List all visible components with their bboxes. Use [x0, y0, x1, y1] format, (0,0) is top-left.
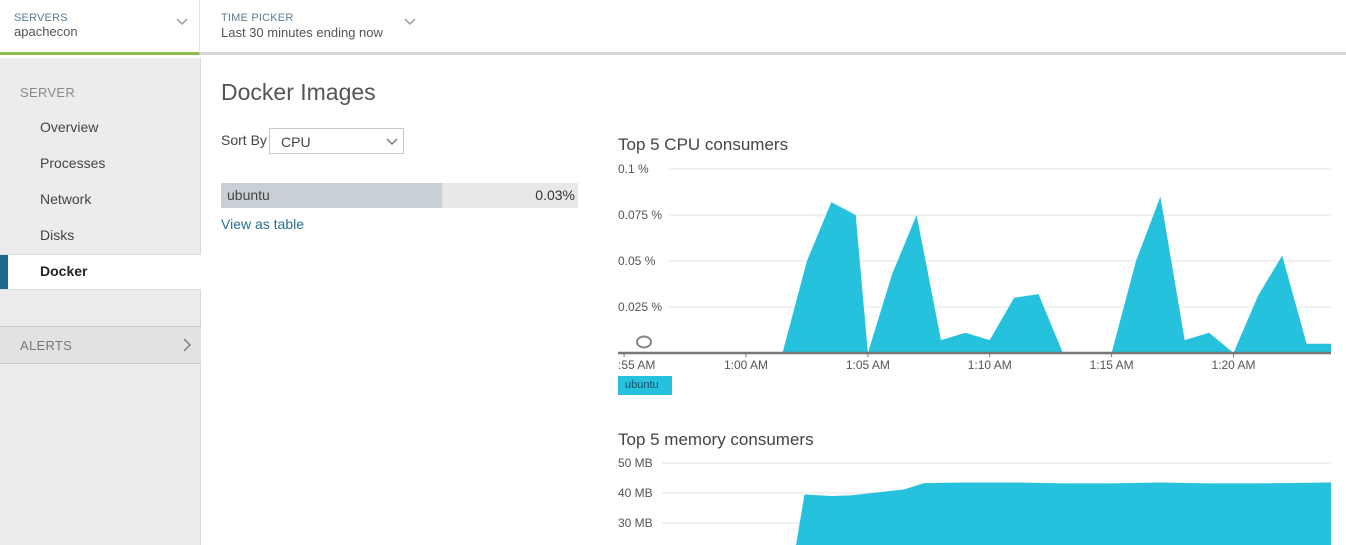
y-tick-label: 50 MB	[618, 456, 653, 470]
chevron-down-icon	[386, 138, 398, 145]
sort-by-label: Sort By	[221, 132, 267, 148]
y-tick-label: 0.1 %	[618, 162, 649, 176]
view-as-table-link[interactable]: View as table	[221, 216, 305, 232]
legend-item-ubuntu[interactable]: ubuntu	[618, 376, 672, 395]
cpu-chart: 0.1 % 0.075 % 0.05 % 0.025 % :55 AM 1:00 AM 1:…	[618, 162, 1331, 372]
x-tick-label: 1:00 AM	[724, 358, 768, 372]
chevron-right-icon	[183, 338, 191, 352]
sidebar-item-processes[interactable]: Processes	[40, 155, 106, 171]
top-bar: SERVERS apachecon TIME PICKER Last 30 mi…	[0, 0, 1346, 55]
image-usage-value: 0.03%	[535, 187, 575, 203]
time-picker[interactable]: TIME PICKER Last 30 minutes ending now	[201, 0, 461, 52]
image-name: ubuntu	[227, 187, 270, 203]
y-tick-label: 0.05 %	[618, 254, 656, 268]
chevron-down-icon	[404, 18, 416, 25]
x-tick-label: 1:20 AM	[1211, 358, 1255, 372]
servers-value: apachecon	[14, 24, 78, 39]
x-tick-label: 1:05 AM	[846, 358, 890, 372]
active-indicator	[0, 255, 8, 289]
sort-by-value: CPU	[281, 134, 311, 150]
time-picker-label: TIME PICKER	[221, 12, 294, 24]
page-title: Docker Images	[221, 79, 376, 105]
sidebar-item-disks[interactable]: Disks	[40, 227, 75, 243]
annotation-marker-icon	[636, 335, 652, 349]
memory-chart: 50 MB 40 MB 30 MB	[618, 456, 1331, 545]
x-tick-label: :55 AM	[618, 358, 655, 372]
time-picker-value: Last 30 minutes ending now	[221, 25, 383, 40]
y-tick-label: 0.025 %	[618, 300, 662, 314]
sort-by-select[interactable]: CPU	[269, 128, 404, 154]
sidebar-item-overview[interactable]: Overview	[40, 119, 99, 135]
servers-label: SERVERS	[14, 12, 68, 24]
image-usage-row[interactable]: ubuntu 0.03%	[221, 183, 578, 208]
x-tick-label: 1:10 AM	[968, 358, 1012, 372]
series-area-ubuntu	[782, 196, 1331, 353]
usage-bar-fill	[221, 183, 443, 208]
series-area-ubuntu	[796, 482, 1331, 545]
y-tick-label: 40 MB	[618, 486, 653, 500]
sidebar-item-label: Docker	[40, 263, 88, 279]
sidebar-item-docker[interactable]: Docker	[0, 254, 201, 290]
cpu-chart-title: Top 5 CPU consumers	[618, 135, 789, 154]
legend-label: ubuntu	[625, 379, 659, 391]
sidebar-section-alerts[interactable]: ALERTS	[0, 326, 201, 364]
main-content: Docker Images Sort By CPU ubuntu 0.03% V…	[201, 58, 1346, 545]
chevron-down-icon	[176, 18, 188, 25]
memory-chart-title: Top 5 memory consumers	[618, 430, 814, 449]
y-tick-label: 0.075 %	[618, 208, 662, 222]
sidebar: SERVER Overview Processes Network Disks …	[0, 58, 201, 545]
y-tick-label: 30 MB	[618, 516, 653, 530]
alerts-label: ALERTS	[20, 338, 73, 353]
x-tick-label: 1:15 AM	[1090, 358, 1134, 372]
sidebar-section-server: SERVER	[20, 85, 76, 100]
servers-picker[interactable]: SERVERS apachecon	[0, 0, 200, 55]
sidebar-item-network[interactable]: Network	[40, 191, 92, 207]
